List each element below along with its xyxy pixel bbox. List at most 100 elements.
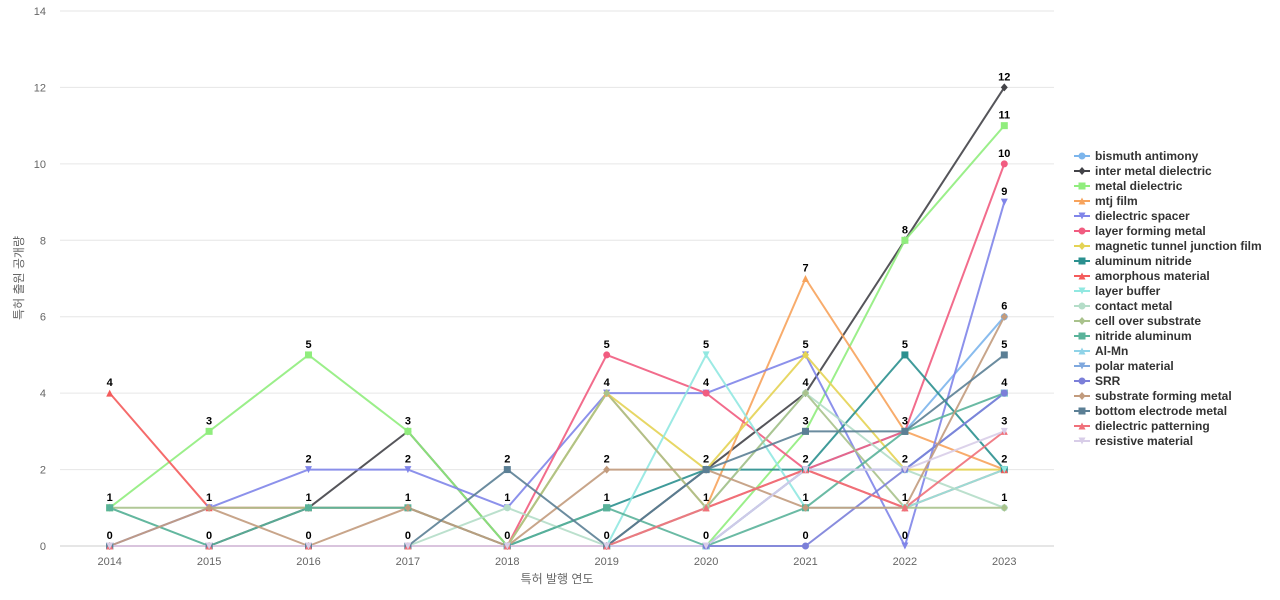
data-label: 5 [802,339,808,351]
data-label: 12 [998,71,1010,83]
data-point [106,504,114,512]
legend-marker [1078,227,1086,235]
data-label: 0 [107,530,113,542]
legend-label: layer forming metal [1095,224,1206,238]
data-label: 2 [902,454,908,466]
gridlines [60,10,1054,547]
data-point [901,236,909,244]
data-point [106,389,114,397]
data-point [603,542,611,550]
legend-label: layer buffer [1095,284,1161,298]
data-label: 4 [107,377,114,389]
data-point [802,350,809,359]
y-tick-label: 6 [40,312,46,324]
legend-label: contact metal [1095,299,1172,313]
data-label: 1 [604,492,610,504]
legend-item[interactable]: bismuth antimony [1074,149,1199,163]
x-tick-label: 2018 [495,556,519,568]
data-point [802,542,809,550]
data-point [305,351,312,359]
legend-marker [1078,257,1086,265]
y-axis-ticks: 0 2 4 6 8 10 12 14 [34,6,46,553]
legend-item[interactable]: polar material [1074,359,1174,373]
legend-item[interactable]: metal dielectric [1074,179,1183,193]
data-point [702,351,710,359]
legend-label: SRR [1095,374,1121,388]
legend-item[interactable]: nitride aluminum [1074,329,1192,343]
legend-label: mtj film [1095,194,1138,208]
legend-label: dielectric patterning [1095,419,1210,433]
legend-item[interactable]: resistive material [1074,434,1193,448]
data-label: 4 [604,377,611,389]
data-label: 5 [1001,339,1007,351]
data-label: 6 [1001,301,1007,313]
legend-item[interactable]: bottom electrode metal [1074,404,1227,418]
legend-item[interactable]: inter metal dielectric [1074,164,1212,178]
legend-item[interactable]: dielectric patterning [1074,419,1210,433]
legend-item[interactable]: magnetic tunnel junction film [1074,239,1262,253]
legend-item[interactable]: mtj film [1074,194,1138,208]
data-point [305,466,312,474]
data-label: 0 [405,530,411,542]
legend-label: bismuth antimony [1095,149,1199,163]
legend-label: dielectric spacer [1095,209,1190,223]
legend-label: cell over substrate [1095,314,1201,328]
legend-item[interactable]: substrate forming metal [1074,389,1232,403]
legend-label: amorphous material [1095,269,1210,283]
data-point [702,504,710,512]
data-label: 5 [305,339,311,351]
legend-marker [1078,317,1086,325]
legend-item[interactable]: aluminum nitride [1074,254,1192,268]
data-point [901,466,909,474]
data-point [1000,83,1008,92]
data-point [404,427,412,435]
data-point [1000,312,1008,321]
legend-item[interactable]: contact metal [1074,299,1172,313]
series-lines [108,86,1006,547]
data-point [1000,389,1008,397]
data-label: 4 [1001,377,1008,389]
legend-marker [1078,437,1086,445]
y-axis-title: 특허 출원 공개량 [12,236,26,320]
legend-marker [1078,407,1086,415]
x-tick-label: 2016 [296,556,320,568]
legend-label: substrate forming metal [1095,389,1232,403]
data-label: 11 [998,110,1010,122]
data-label: 2 [703,454,709,466]
data-label: 0 [802,530,808,542]
legend-item[interactable]: dielectric spacer [1074,209,1190,223]
data-label: 0 [206,530,212,542]
data-point [1000,198,1008,206]
data-point [404,466,412,474]
legend-item[interactable]: Al-Mn [1074,344,1128,358]
legend-item[interactable]: SRR [1074,374,1121,388]
data-point [205,503,213,512]
data-point [702,466,710,474]
data-label: 0 [902,530,908,542]
legend-item[interactable]: layer forming metal [1074,224,1206,238]
legend-marker [1078,362,1086,370]
x-tick-label: 2023 [992,556,1016,568]
data-label: 2 [405,454,411,466]
legend-item[interactable]: amorphous material [1074,269,1210,283]
data-point [205,427,213,435]
data-label: 0 [604,530,610,542]
data-label: 2 [802,454,808,466]
data-label: 3 [1001,415,1007,427]
data-point [603,465,611,474]
legend-label: polar material [1095,359,1174,373]
data-label: 9 [1001,186,1007,198]
data-label: 0 [504,530,510,542]
legend-item[interactable]: cell over substrate [1074,314,1201,328]
data-labels: 4103105210321021054210542107543210853210… [107,71,1011,542]
legend-item[interactable]: layer buffer [1074,284,1161,298]
data-label: 5 [902,339,908,351]
data-label: 1 [703,492,709,504]
series-line-resistive-material [109,430,1005,547]
data-label: 1 [405,492,411,504]
x-tick-label: 2020 [694,556,718,568]
legend-marker [1078,377,1086,385]
legend-marker [1078,212,1086,220]
